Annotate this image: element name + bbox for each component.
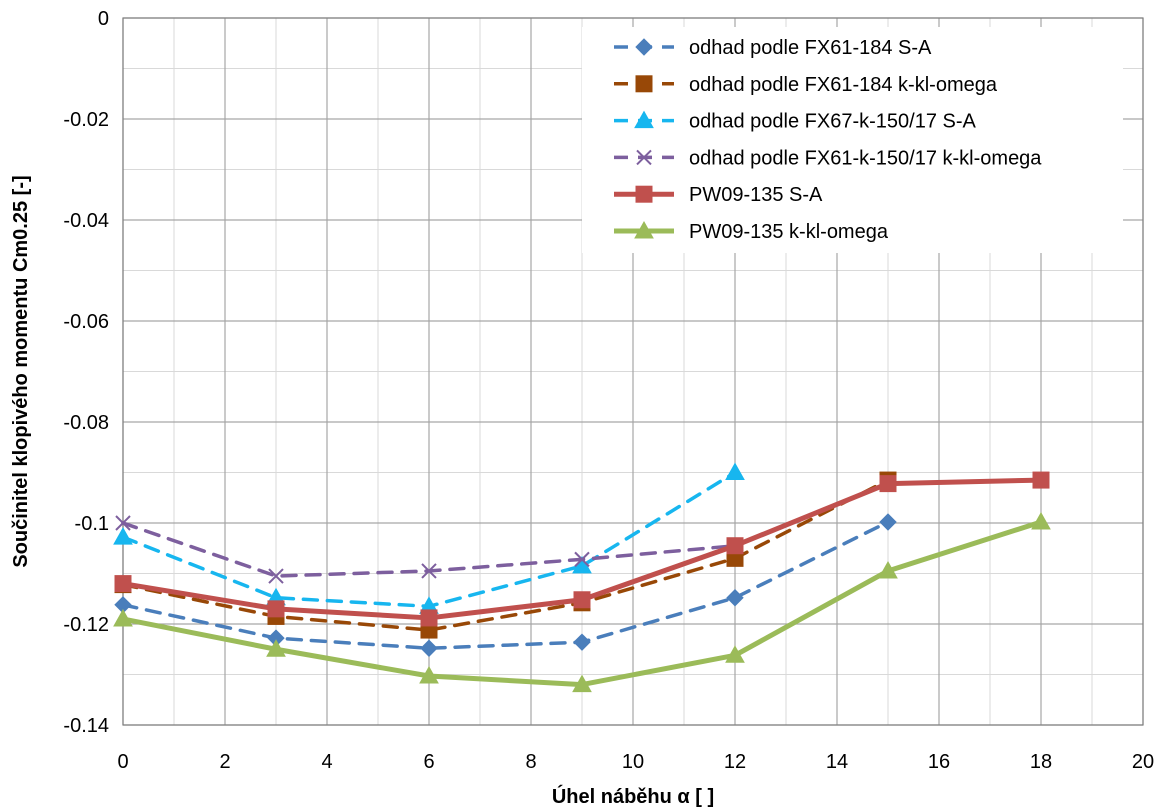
data-point-triangle [266,639,286,657]
y-tick-label: -0.1 [75,513,109,535]
x-stroke [421,563,437,579]
series-6 [113,511,1051,693]
legend: odhad podle FX61-184 S-A odhad podle FX61… [582,27,1123,253]
legend-item: PW09-135 S-A [614,184,823,206]
series-5 [114,471,1050,627]
data-point-triangle [1031,511,1051,530]
x-stroke [636,149,652,166]
data-point-triangle [725,462,745,480]
data-point-square [1032,471,1050,489]
x-axis-title: Úhel náběhu α [ ] [552,784,714,808]
data-point-x [636,149,652,166]
data-point-diamond [726,589,744,607]
data-point-square [114,575,132,593]
x-tick-label: 12 [724,751,746,773]
x-tick-label: 0 [117,751,128,773]
y-tick-label: 0 [98,8,109,30]
data-point-triangle [113,527,133,545]
x-tick-label: 2 [219,751,230,773]
x-tick-label: 4 [321,751,332,773]
data-point-diamond [879,513,897,531]
data-point-triangle [634,110,654,129]
y-tick-label: -0.02 [63,109,109,131]
legend-item: odhad podle FX61-184 k-kl-omega [614,74,998,96]
legend-label: PW09-135 S-A [689,184,823,206]
y-tick-label: -0.12 [63,614,109,636]
legend-label: odhad podle FX67-k-150/17 S-A [689,111,977,133]
y-tick-label: -0.04 [63,210,109,232]
data-point-square [879,475,897,493]
data-point-x [268,568,284,584]
data-point-diamond [420,639,438,657]
legend-item: odhad podle FX61-184 S-A [614,37,932,59]
legend-item: odhad podle FX67-k-150/17 S-A [614,110,977,133]
data-point-triangle [878,560,898,579]
data-point-triangle [725,645,745,663]
data-point-square [635,185,653,203]
x-tick-label: 20 [1132,751,1154,773]
x-tick-label: 10 [622,751,644,773]
series-line [121,520,890,650]
y-tick-label: -0.08 [63,412,109,434]
data-point-triangle [634,220,654,239]
data-point-triangle [113,608,133,627]
data-point-diamond [635,38,653,56]
data-point-triangle [419,665,439,684]
data-point-x [421,563,437,579]
data-point-square [420,609,438,627]
legend-label: odhad podle FX61-184 k-kl-omega [689,74,998,96]
legend-label: odhad podle FX61-184 S-A [689,37,932,59]
data-point-diamond [573,633,591,651]
x-tick-label: 6 [423,751,434,773]
data-point-x [574,551,590,568]
data-point-square [635,75,653,93]
legend-box [582,27,1123,253]
x-tick-label: 18 [1030,751,1052,773]
legend-item: odhad podle FX61-k-150/17 k-kl-omega [614,147,1042,169]
series-4 [115,515,743,584]
series-1 [114,513,897,657]
x-stroke [115,515,131,531]
x-tick-label: 16 [928,751,950,773]
legend-label: odhad podle FX61-k-150/17 k-kl-omega [689,147,1042,169]
y-axis-title: Součinitel klopivého momentu Cm0.25 [-] [10,175,32,567]
legend-label: PW09-135 k-kl-omega [689,221,889,243]
data-point-square [573,591,591,609]
y-tick-label: -0.14 [63,715,109,737]
axes: 0 -0.02 -0.04 -0.06 -0.08 -0.1 -0.12 -0.14 0 2 4 6 8… [63,8,1154,773]
series-line [121,478,890,632]
x-stroke [268,568,284,584]
y-tick-label: -0.06 [63,311,109,333]
data-point-square [267,600,285,618]
series-layer [113,462,1051,693]
plot-border [122,17,1144,726]
legend-item: PW09-135 k-kl-omega [614,220,889,243]
x-tick-label: 14 [826,751,848,773]
x-stroke [574,551,590,568]
data-point-x [115,515,131,531]
x-tick-label: 8 [525,751,536,773]
data-point-square [726,537,744,555]
data-point-triangle [572,674,592,693]
